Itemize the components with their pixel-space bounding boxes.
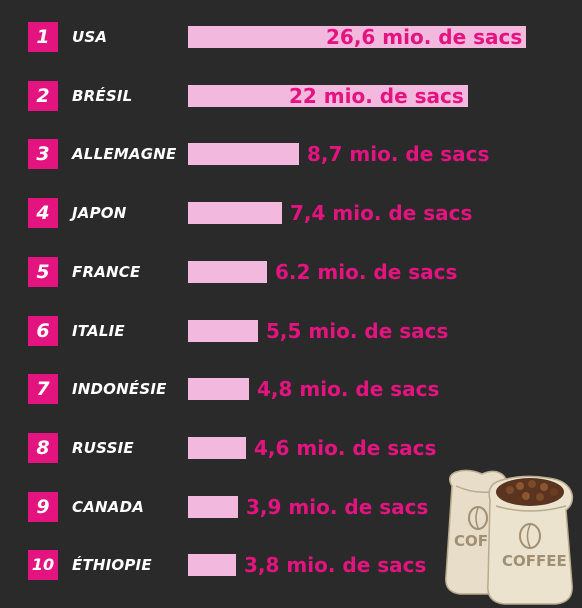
rank-number: 4 [36,202,50,224]
rank-badge [28,433,58,463]
country-label: ALLEMAGNE [72,145,177,163]
rank-badge [28,550,58,580]
value-label: 3,8 mio. de sacs [244,553,427,577]
bar [188,378,249,400]
country-label: JAPON [72,204,127,222]
country-label: BRÉSIL [72,87,133,105]
rank-number: 8 [36,437,50,459]
country-label: ITALIE [72,322,125,340]
country-label: RUSSIE [72,439,134,457]
rank-badge [28,81,58,111]
rank-number: 5 [36,261,50,283]
value-label: 8,7 mio. de sacs [307,142,490,166]
value-label: 26,6 mio. de sacs [326,25,523,49]
bar [188,320,258,342]
rank-number: 3 [36,143,50,165]
country-label: INDONÉSIE [72,380,167,398]
value-label: 7,4 mio. de sacs [290,201,473,225]
value-label: 4,8 mio. de sacs [257,377,440,401]
bar [188,496,238,518]
bar [188,437,246,459]
bar [188,554,236,576]
value-label: 22 mio. de sacs [289,84,464,108]
coffee-bags-icon: COFFEE COFFEE [445,469,574,605]
country-label: ÉTHIOPIE [72,556,152,574]
rank-number: 1 [36,26,50,48]
rank-badge [28,257,58,287]
value-label: 3,9 mio. de sacs [246,495,429,519]
bar [188,26,526,48]
bar [188,261,267,283]
bag-label-front: COFFEE [502,552,567,570]
country-label: USA [72,28,108,46]
rank-badge [28,139,58,169]
rank-badge [28,492,58,522]
rank-badge [28,22,58,52]
value-label: 5,5 mio. de sacs [266,319,449,343]
bar [188,202,282,224]
rank-badge [28,198,58,228]
rank-badge [28,316,58,346]
country-label: CANADA [72,498,145,516]
rank-number: 9 [36,496,50,518]
rank-badge [28,374,58,404]
rank-number: 2 [36,85,50,107]
value-label: 6.2 mio. de sacs [275,260,458,284]
rank-number: 7 [36,378,50,400]
value-label: 4,6 mio. de sacs [254,436,437,460]
bar [188,85,468,107]
rank-number: 6 [36,320,50,342]
bar [188,143,299,165]
rank-number: 10 [31,555,55,574]
country-label: FRANCE [72,263,141,281]
